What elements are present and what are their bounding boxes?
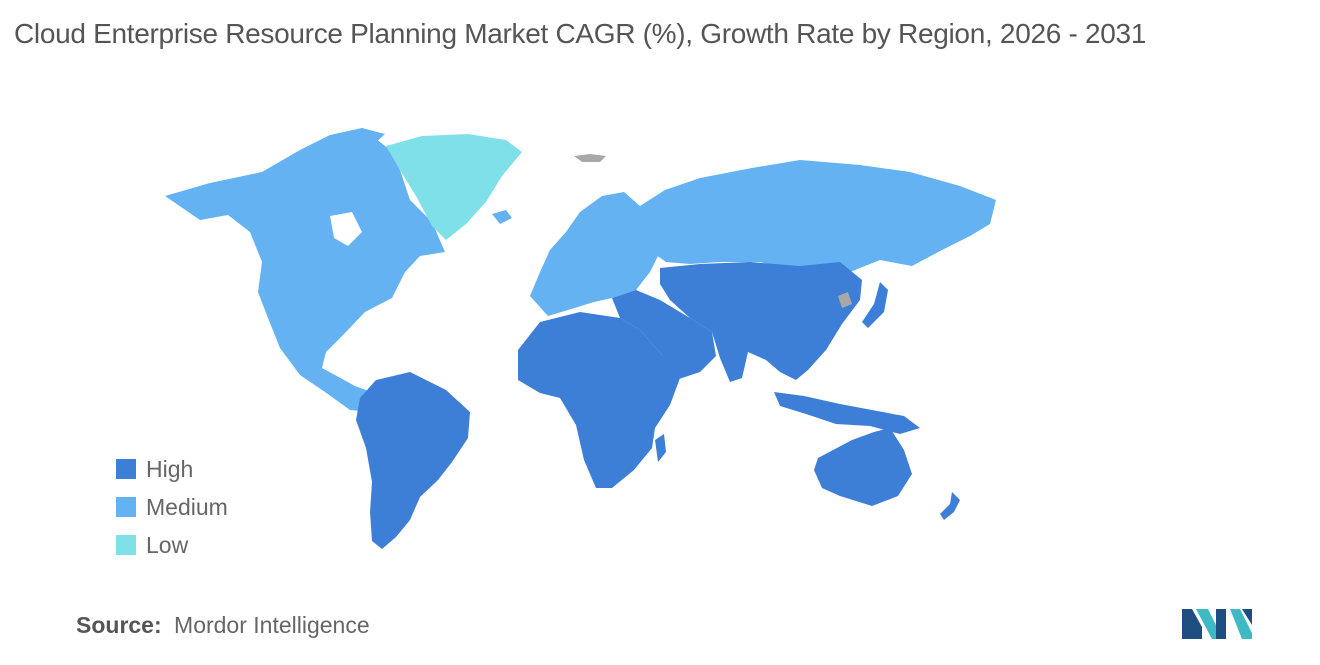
mordor-intelligence-logo	[1182, 609, 1252, 639]
legend: High Medium Low	[116, 450, 228, 564]
region-hudson-bay	[330, 212, 362, 246]
region-new-zealand	[940, 492, 960, 520]
legend-label-medium: Medium	[146, 493, 228, 520]
region-africa	[518, 312, 680, 488]
region-north-korea	[838, 292, 852, 308]
legend-item-medium: Medium	[116, 488, 228, 526]
legend-swatch-high	[116, 459, 136, 479]
region-svalbard	[574, 154, 606, 162]
region-madagascar	[655, 434, 666, 462]
legend-item-high: High	[116, 450, 228, 488]
legend-swatch-medium	[116, 497, 136, 517]
legend-item-low: Low	[116, 526, 228, 564]
region-iceland	[492, 210, 512, 224]
legend-swatch-low	[116, 535, 136, 555]
source-text: Mordor Intelligence	[174, 612, 370, 638]
legend-label-low: Low	[146, 531, 189, 558]
region-se-asia-islands	[774, 392, 920, 434]
source-note: Source: Mordor Intelligence	[76, 612, 370, 639]
region-south-america	[356, 372, 470, 549]
region-greenland	[386, 134, 522, 240]
source-label: Source:	[76, 612, 162, 638]
region-europe	[530, 192, 660, 316]
region-north-america	[165, 138, 445, 412]
region-asia	[660, 262, 862, 382]
chart-title: Cloud Enterprise Resource Planning Marke…	[14, 18, 1147, 49]
region-russia	[640, 160, 996, 272]
region-australia	[814, 428, 912, 506]
legend-label-high: High	[146, 455, 194, 482]
region-middle-east	[612, 290, 716, 380]
region-japan	[862, 282, 888, 328]
region-arctic-islands	[300, 128, 385, 150]
